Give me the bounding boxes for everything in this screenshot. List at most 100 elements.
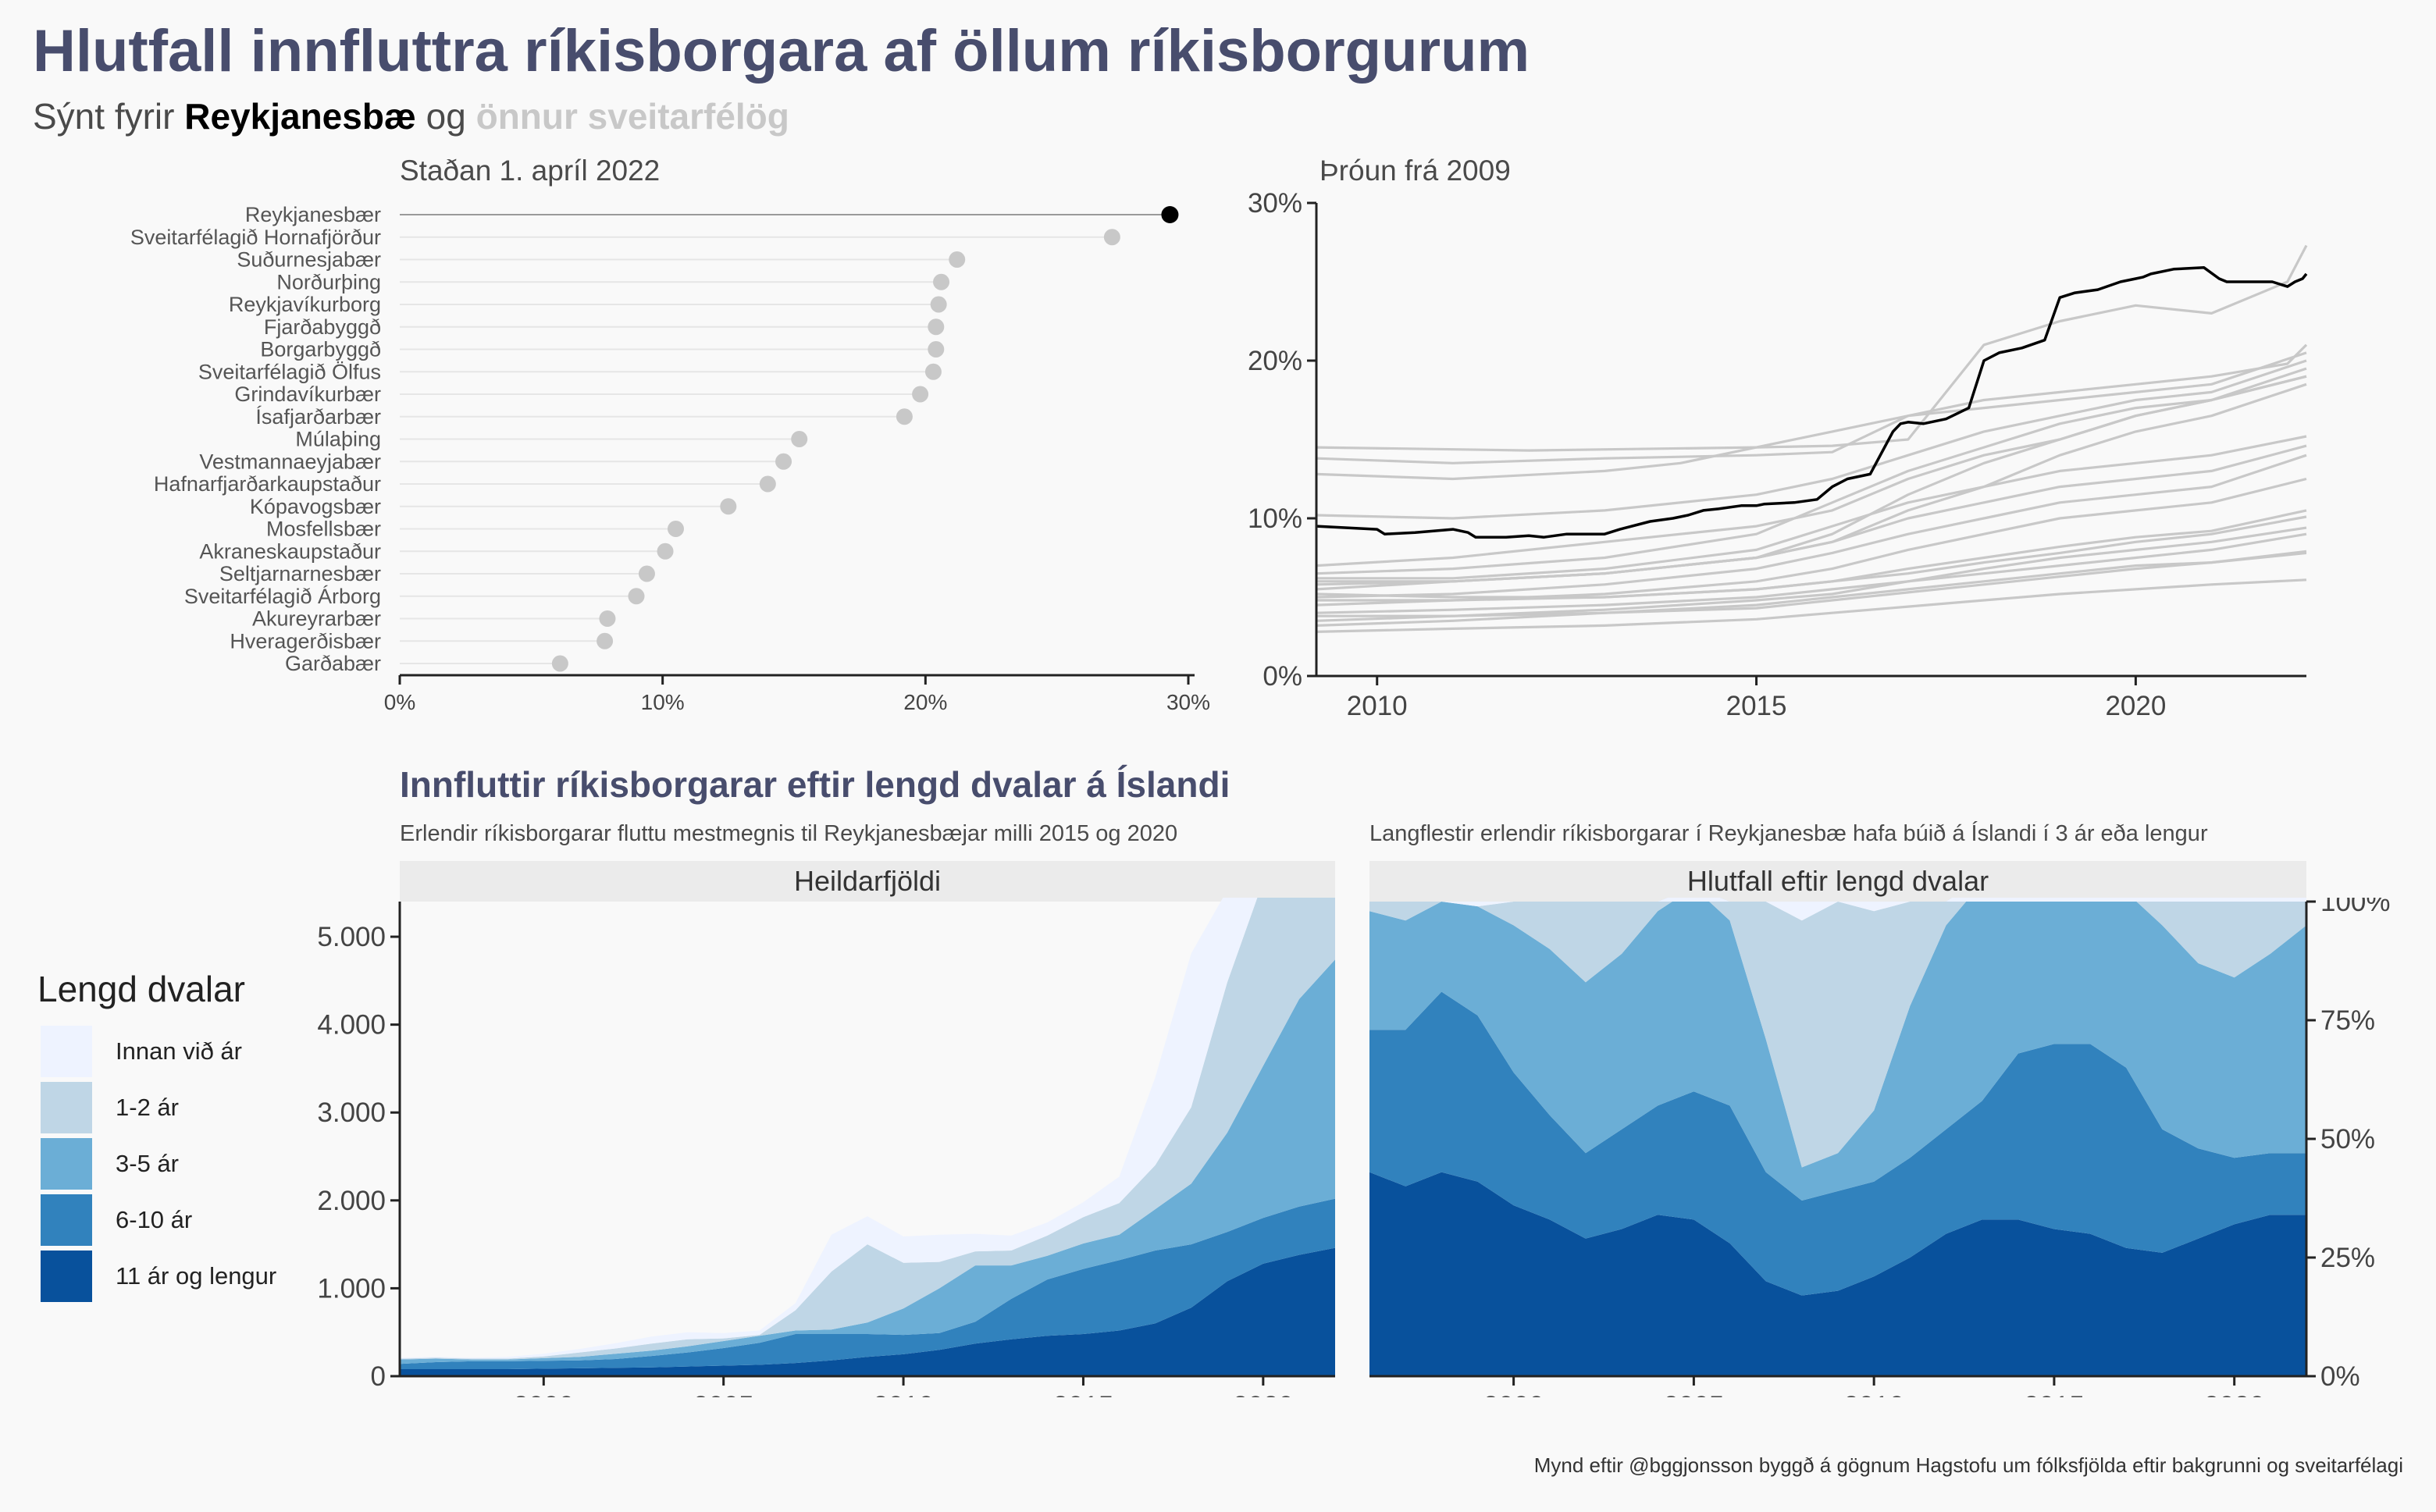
highlight-line xyxy=(1316,266,2308,539)
category-label: Grindavíkurbær xyxy=(234,382,381,406)
other-line xyxy=(1316,244,2308,452)
y-tick-label: 20% xyxy=(1248,346,1302,376)
page-title: Hlutfall innfluttra ríkisborgara af öllu… xyxy=(33,18,1530,84)
other-line xyxy=(1316,477,2307,607)
line-chart: 0% 10% 20% 30% 2010 2015 2020 xyxy=(1248,188,2308,721)
category-label: Hafnarfjarðarkaupstaður xyxy=(154,472,381,496)
y-tick-label: 4.000 xyxy=(317,1010,386,1041)
right-panel-subtitle: Langflestir erlendir ríkisborgarar í Rey… xyxy=(1369,821,2208,846)
other-line xyxy=(1316,515,2307,599)
y-tick-label: 50% xyxy=(2320,1124,2375,1154)
category-label: Múlaþing xyxy=(295,428,381,451)
category-label: Suðurnesjabær xyxy=(237,248,381,272)
dot-point xyxy=(949,251,966,268)
dot-point xyxy=(928,318,945,336)
area-band xyxy=(400,898,1335,1360)
category-label: Sveitarfélagið Árborg xyxy=(184,585,381,608)
area-band xyxy=(1369,898,2306,1168)
area-band xyxy=(400,898,1258,1359)
other-line xyxy=(1316,532,2307,622)
strip-total: Heildarfjöldi xyxy=(400,861,1335,902)
y-tick-label: 2.000 xyxy=(317,1186,386,1216)
legend-swatch-6-10 xyxy=(41,1194,92,1246)
dot-point xyxy=(599,610,616,627)
other-line xyxy=(1316,343,2308,464)
category-label: Reykjavíkurborg xyxy=(229,293,381,316)
category-label: Sveitarfélagið Hornafjörður xyxy=(130,226,381,249)
category-label: Reykjanesbær xyxy=(245,203,381,226)
dot-point xyxy=(597,632,614,649)
category-label: Mosfellsbær xyxy=(266,518,381,541)
other-line xyxy=(1316,578,2307,633)
y-tick-label: 10% xyxy=(1248,503,1302,534)
y-tick-label: 25% xyxy=(2320,1243,2375,1273)
category-label: Borgarbyggð xyxy=(260,338,381,361)
area-band xyxy=(1369,898,1953,921)
category-label: Fjarðabyggð xyxy=(264,315,381,339)
area-share-chart: 0% 25% 50% 75% 100% 2000 2005 2010 2015 2020 xyxy=(1369,898,2391,1397)
x-tick-label: 2015 xyxy=(1726,691,1787,721)
area-band-remainder xyxy=(1369,898,2306,902)
dot-point xyxy=(628,588,645,605)
area-band xyxy=(400,1198,1335,1369)
y-tick-label: 30% xyxy=(1248,188,1302,219)
y-tick-label: 3.000 xyxy=(317,1098,386,1128)
dot-point xyxy=(1103,229,1120,246)
subtitle-prefix: Sýnt fyrir xyxy=(33,96,185,137)
x-tick-label: 2020 xyxy=(1233,1391,1294,1397)
y-tick-label: 0% xyxy=(1263,661,1302,692)
legend-title: Lengd dvalar xyxy=(37,969,245,1009)
x-tick-label: 2015 xyxy=(1053,1391,1114,1397)
other-line xyxy=(1316,351,2307,481)
x-tick-label: 2010 xyxy=(1843,1391,1904,1397)
subtitle-highlight: Reykjanesbæ xyxy=(184,96,416,137)
area-band xyxy=(400,1247,1335,1376)
dot-point xyxy=(930,296,947,313)
x-tick-label: 2005 xyxy=(1663,1391,1724,1397)
area-band xyxy=(1369,1172,2306,1376)
other-line xyxy=(1316,550,2307,627)
dot-point xyxy=(759,475,776,493)
category-label: Ísafjarðarbær xyxy=(255,405,381,429)
area-band xyxy=(1369,898,2306,1201)
x-tick-label: 2000 xyxy=(1483,1391,1544,1397)
y-tick-label: 100% xyxy=(2320,898,2391,917)
x-tick-label: 10% xyxy=(641,690,685,714)
caption: Mynd eftir @bggjonsson byggð á gögnum Ha… xyxy=(1533,1453,2403,1477)
area-band xyxy=(400,959,1335,1364)
area-total-chart: 0 1.000 2.000 3.000 4.000 5.000 2000 2005 2010 20… xyxy=(317,898,1335,1397)
other-line xyxy=(1316,551,2307,617)
category-label: Akureyrarbær xyxy=(252,607,381,631)
legend-swatch-1-2 xyxy=(41,1082,92,1133)
dot-point xyxy=(720,498,737,515)
legend-swatch-3-5 xyxy=(41,1138,92,1190)
dot-point xyxy=(928,341,945,358)
dot-point xyxy=(775,453,792,470)
category-label: Sveitarfélagið Ölfus xyxy=(198,360,381,383)
left-panel-subtitle: Erlendir ríkisborgarar fluttu mestmegnis… xyxy=(400,821,1178,846)
subtitle-mid: og xyxy=(415,96,476,137)
legend-label-6-10: 6-10 ár xyxy=(116,1206,193,1233)
category-label: Seltjarnarnesbær xyxy=(219,562,381,585)
x-tick-label: 2010 xyxy=(873,1391,934,1397)
dot-point xyxy=(668,521,684,537)
strip-share: Hlutfall eftir lengd dvalar xyxy=(1369,861,2306,902)
legend-swatch-11plus xyxy=(41,1251,92,1302)
other-line xyxy=(1316,375,2307,575)
category-label: Akraneskaupstaður xyxy=(199,539,381,563)
x-tick-label: 30% xyxy=(1166,690,1210,714)
dot-point xyxy=(657,543,674,560)
y-tick-label: 1.000 xyxy=(317,1273,386,1304)
legend-label-1-2: 1-2 ár xyxy=(116,1094,179,1121)
x-tick-label: 2010 xyxy=(1347,691,1408,721)
y-tick-label: 0 xyxy=(371,1361,386,1392)
x-tick-label: 20% xyxy=(903,690,947,714)
other-line xyxy=(1316,435,2307,580)
x-tick-label: 2015 xyxy=(2024,1391,2085,1397)
dot-point xyxy=(1161,206,1179,223)
legend-label-11plus: 11 ár og lengur xyxy=(116,1262,277,1290)
y-tick-label: 75% xyxy=(2320,1005,2375,1036)
area-band xyxy=(1369,991,2306,1296)
section-title: Innfluttir ríkisborgarar eftir lengd dva… xyxy=(400,764,1230,805)
